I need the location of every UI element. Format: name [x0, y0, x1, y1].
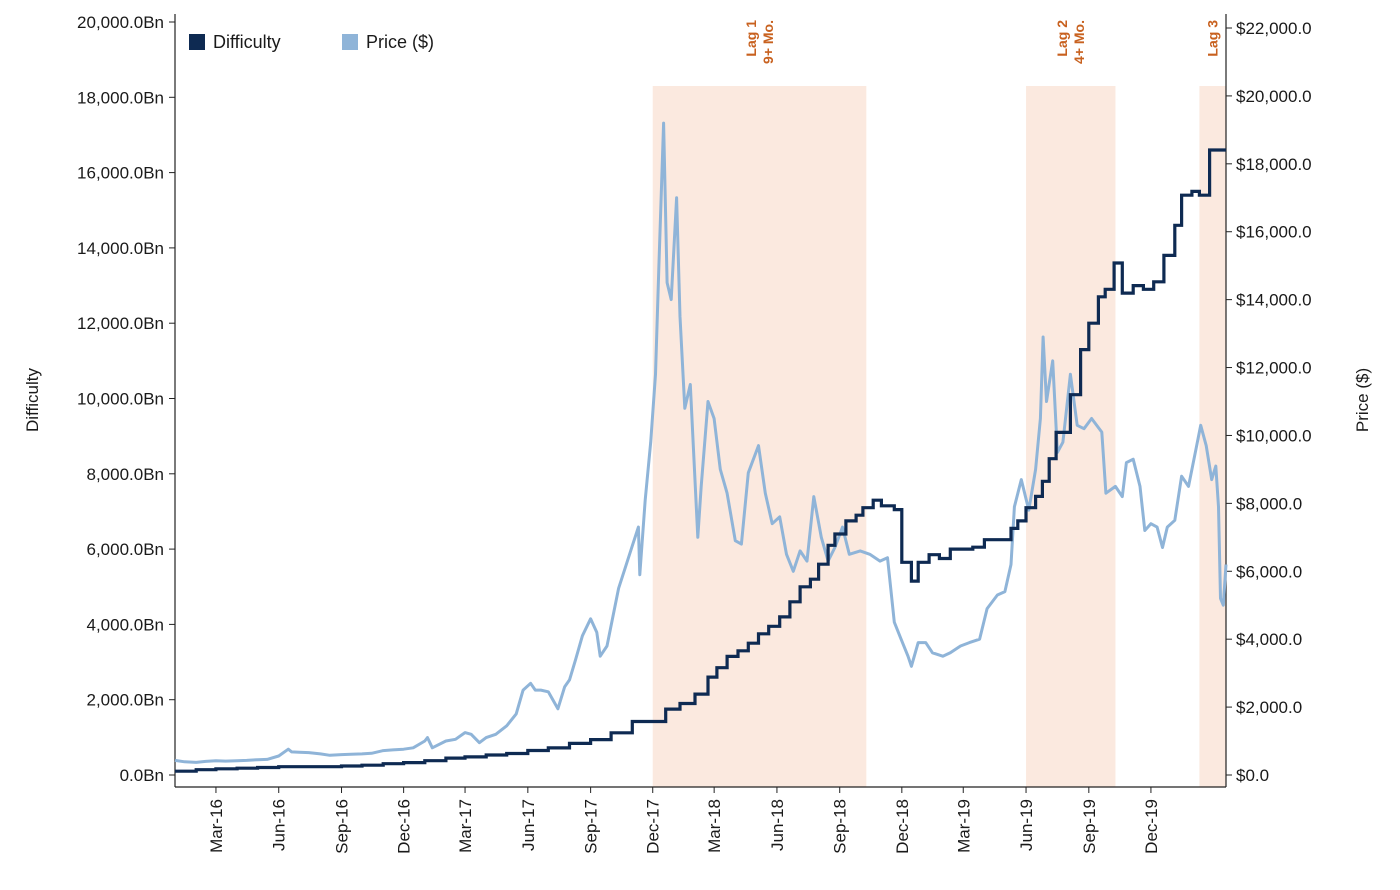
x-tick-label: Dec-17 [644, 799, 663, 854]
right-tick-label: $6,000.0 [1236, 562, 1302, 581]
x-tick-label: Sep-16 [333, 799, 352, 854]
left-tick-label: 0.0Bn [120, 766, 164, 785]
legend-swatch-price [342, 34, 358, 50]
x-tick-label: Dec-19 [1142, 799, 1161, 854]
x-tick-label: Dec-18 [893, 799, 912, 854]
legend-swatch-difficulty [189, 34, 205, 50]
x-tick-label: Jun-16 [270, 799, 289, 851]
right-tick-label: $22,000.0 [1236, 19, 1312, 38]
left-tick-label: 14,000.0Bn [77, 239, 164, 258]
right-tick-label: $20,000.0 [1236, 87, 1312, 106]
legend-label-price: Price ($) [366, 32, 434, 52]
left-tick-label: 18,000.0Bn [77, 88, 164, 107]
right-tick-label: $10,000.0 [1236, 426, 1312, 445]
left-tick-label: 10,000.0Bn [77, 390, 164, 409]
x-tick-label: Jun-19 [1017, 799, 1036, 851]
lag-1-label-2: 9+ Mo. [760, 20, 776, 64]
x-tick-label: Sep-19 [1080, 799, 1099, 854]
right-tick-label: $2,000.0 [1236, 698, 1302, 717]
left-tick-label: 2,000.0Bn [86, 691, 164, 710]
x-tick-label: Mar-18 [705, 799, 724, 853]
right-tick-label: $16,000.0 [1236, 223, 1312, 242]
x-tick-label: Dec-16 [395, 799, 414, 854]
left-tick-label: 12,000.0Bn [77, 314, 164, 333]
right-tick-label: $8,000.0 [1236, 494, 1302, 513]
left-tick-label: 20,000.0Bn [77, 13, 164, 32]
lag-2-label-1: Lag 2 [1054, 20, 1070, 57]
x-tick-label: Jun-17 [519, 799, 538, 851]
legend: Difficulty Price ($) [189, 32, 434, 52]
lag-1-label-1: Lag 1 [743, 20, 759, 57]
left-tick-label: 4,000.0Bn [86, 615, 164, 634]
x-tick-label: Mar-19 [954, 799, 973, 853]
labels-layer: Lag 1 9+ Mo. Lag 2 4+ Mo. Lag 3 0.0Bn 2,000.0B… [23, 13, 1372, 854]
x-tick-label: Jun-18 [768, 799, 787, 851]
legend-label-difficulty: Difficulty [213, 32, 281, 52]
left-tick-label: 8,000.0Bn [86, 465, 164, 484]
left-tick-label: 6,000.0Bn [86, 540, 164, 559]
left-axis-title: Difficulty [23, 368, 42, 432]
right-axis-title: Price ($) [1353, 368, 1372, 432]
x-tick-label: Mar-16 [207, 799, 226, 853]
x-tick-label: Sep-17 [582, 799, 601, 854]
right-tick-label: $18,000.0 [1236, 155, 1312, 174]
lag-1-band [652, 86, 867, 787]
lag-3-label-1: Lag 3 [1205, 20, 1221, 57]
right-tick-label: $12,000.0 [1236, 359, 1312, 378]
right-tick-label: $4,000.0 [1236, 630, 1302, 649]
left-tick-label: 16,000.0Bn [77, 164, 164, 183]
lag-2-band [1026, 86, 1116, 787]
price-line [174, 121, 1228, 764]
right-tick-label: $14,000.0 [1236, 291, 1312, 310]
difficulty-line [175, 148, 1226, 773]
right-tick-label: $0.0 [1236, 766, 1269, 785]
series-layer [174, 121, 1228, 773]
lag-shading-layer [652, 86, 1226, 787]
x-tick-label: Sep-18 [831, 799, 850, 854]
lag-2-label-2: 4+ Mo. [1071, 20, 1087, 64]
axes-layer [169, 14, 1232, 793]
x-tick-label: Mar-17 [456, 799, 475, 853]
